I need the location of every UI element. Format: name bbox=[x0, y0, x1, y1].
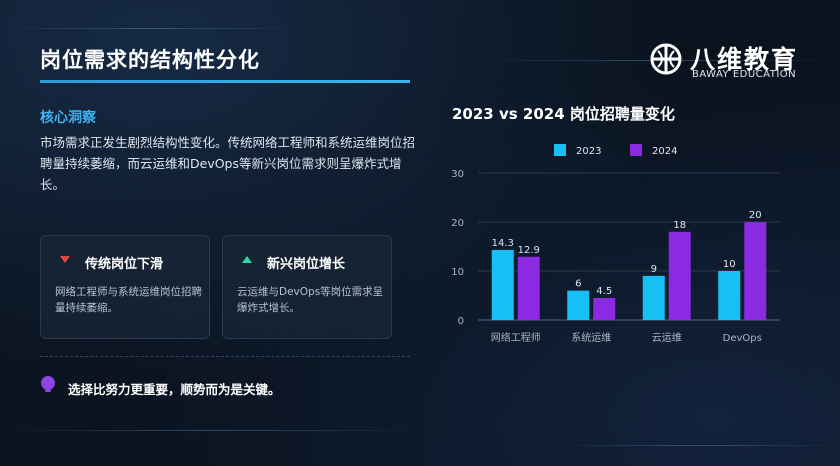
x-tick-label: 网络工程师 bbox=[491, 331, 541, 344]
y-tick-label: 0 bbox=[458, 316, 464, 327]
insight-heading: 核心洞察 bbox=[40, 110, 96, 126]
logo-name-en: BAWAY EDUCATION bbox=[692, 69, 797, 80]
brand-logo: 八维教育 BAWAY EDUCATION bbox=[650, 40, 810, 82]
card-text: 云运维与DevOps等岗位需求呈爆炸式增长。 bbox=[237, 286, 384, 314]
bar-2023 bbox=[491, 249, 514, 320]
card-title: 传统岗位下滑 bbox=[85, 257, 164, 272]
bar-2023 bbox=[567, 290, 590, 320]
x-tick-label: 系统运维 bbox=[571, 331, 611, 344]
bar-2024 bbox=[593, 297, 616, 320]
chart-bars: 14.3 12.9 网络工程师 6 4.5 系统运维 9 18 云运维 10 20 DevOps bbox=[491, 210, 767, 344]
data-label: 18 bbox=[673, 220, 686, 231]
chart-title: 2023 vs 2024 岗位招聘量变化 bbox=[452, 105, 675, 123]
x-tick-label: DevOps bbox=[723, 333, 762, 344]
background-streak bbox=[0, 28, 300, 29]
x-tick-label: 云运维 bbox=[652, 331, 682, 344]
triangle-up-icon bbox=[242, 256, 252, 263]
chart-legend: 2023 2024 bbox=[554, 144, 677, 157]
card-text: 网络工程师与系统运维岗位招聘量持续萎缩。 bbox=[55, 286, 202, 314]
data-label: 10 bbox=[723, 259, 736, 270]
background-streak bbox=[0, 430, 420, 431]
data-label: 9 bbox=[651, 264, 657, 275]
bar-2024 bbox=[668, 231, 691, 320]
legend-label: 2024 bbox=[652, 146, 677, 157]
card-emerging-growth: 新兴岗位增长 云运维与DevOps等岗位需求呈爆炸式增长。 bbox=[222, 235, 392, 339]
slide-title: 岗位需求的结构性分化 bbox=[40, 48, 260, 72]
background-streak bbox=[560, 445, 840, 446]
lightbulb-base bbox=[45, 389, 51, 392]
legend-swatch bbox=[630, 144, 642, 156]
data-label: 12.9 bbox=[518, 245, 540, 256]
data-label: 4.5 bbox=[596, 286, 612, 297]
footer-note: 选择比努力更重要，顺势而为是关键。 bbox=[68, 382, 281, 397]
divider bbox=[40, 356, 410, 357]
logo-name-cn: 八维教育 bbox=[690, 45, 799, 74]
y-tick-label: 20 bbox=[451, 218, 464, 229]
card-traditional-decline: 传统岗位下滑 网络工程师与系统运维岗位招聘量持续萎缩。 bbox=[40, 235, 210, 339]
insight-text: 市场需求正发生剧烈结构性变化。传统网络工程师和系统运维岗位招聘量持续萎缩，而云运… bbox=[40, 135, 416, 192]
title-underline bbox=[40, 80, 410, 83]
data-label: 6 bbox=[575, 279, 581, 290]
y-tick-label: 10 bbox=[451, 267, 464, 278]
bar-2024 bbox=[744, 222, 767, 320]
bar-2023 bbox=[718, 271, 741, 320]
legend-swatch bbox=[554, 144, 566, 156]
logo-emblem-icon bbox=[650, 43, 682, 75]
card-title: 新兴岗位增长 bbox=[267, 257, 346, 272]
triangle-down-icon bbox=[60, 256, 70, 263]
bar-2023 bbox=[642, 275, 665, 320]
y-tick-label: 30 bbox=[451, 169, 464, 180]
data-label: 20 bbox=[749, 210, 762, 221]
data-label: 14.3 bbox=[492, 238, 514, 249]
lightbulb-icon bbox=[41, 376, 55, 390]
bar-2024 bbox=[517, 256, 540, 320]
legend-label: 2023 bbox=[576, 146, 601, 157]
